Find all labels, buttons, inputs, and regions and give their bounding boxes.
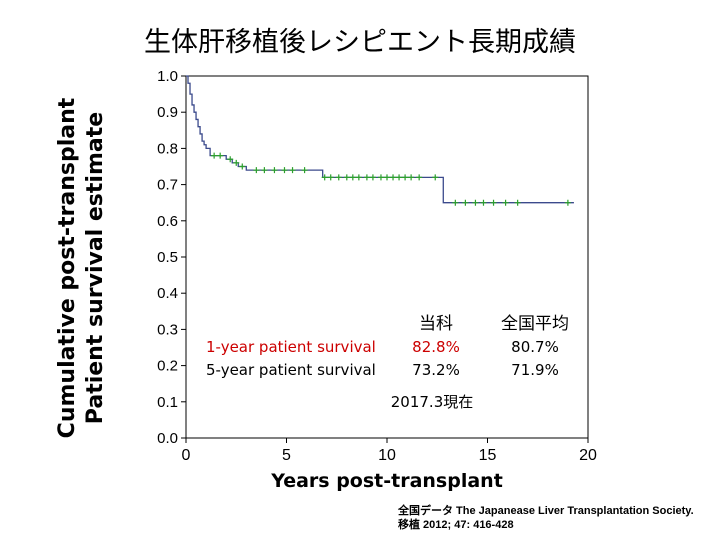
censor-mark [384,174,390,181]
censor-marks [211,152,571,206]
censor-mark [408,174,415,181]
y-tick-label-4: 0.4 [157,285,178,302]
table-value-1-0: 73.2% [412,361,460,379]
censor-mark [261,167,268,174]
y-tick-label-7: 0.7 [157,177,178,194]
survival-step-line [186,75,574,204]
survival-table: 当科 全国平均 1-year patient survival 82.8% 80.7% 5… [206,314,569,411]
y-tick-label-1: 0.1 [157,394,178,411]
censor-mark [490,199,497,206]
censor-mark [390,174,397,181]
x-tick-label-2: 10 [378,447,396,464]
censor-mark [343,174,350,181]
censor-mark [301,167,308,174]
x-tick-label-1: 5 [282,447,291,464]
censor-mark [396,174,403,181]
censor-mark [472,199,479,206]
censor-mark [377,174,384,181]
axes: 0.0 0.1 0.2 0.3 0.4 0.5 0.6 0.7 0.8 0.9 1.0 0 5 10 15 2… [157,68,597,464]
censor-mark [462,199,469,206]
y-axis-label-line-2: Patient survival estimate [83,111,108,425]
y-axis-label-line-1: Cumulative post-transplant [55,97,80,439]
survival-curve [186,75,574,204]
censor-mark [211,152,218,159]
table-header-1: 全国平均 [501,314,569,334]
y-tick-label-9: 0.9 [157,104,178,121]
table-value-1-1: 71.9% [511,361,559,379]
footer-line-2: 移植 2012; 47: 416-428 [398,519,514,531]
x-axis-label: Years post-transplant [271,470,503,492]
censor-mark [416,174,423,181]
censor-mark [281,167,288,174]
censor-mark [564,199,571,206]
y-axis-label: Cumulative post-transplant Patient survi… [54,98,110,439]
censor-mark [363,174,370,181]
x-tick-label-4: 20 [579,447,597,464]
censor-mark [432,174,439,181]
table-note: 2017.3現在 [391,393,474,411]
censor-mark [335,174,342,181]
table-row-label-1: 5-year patient survival [206,361,376,379]
censor-mark [327,174,334,181]
censor-mark [253,167,260,174]
censor-mark [514,199,521,206]
table-value-0-0: 82.8% [412,338,460,356]
x-tick-label-0: 0 [182,447,191,464]
censor-mark [321,174,328,181]
table-row-label-0: 1-year patient survival [206,338,376,356]
table-header-0: 当科 [419,314,453,334]
censor-mark [239,163,246,170]
censor-mark [289,167,296,174]
censor-mark [271,167,278,174]
chart-title: 生体肝移植後レシピエント長期成績 [144,27,576,58]
footer-citation: 全国データ The Japanease Liver Transplantatio… [398,504,694,532]
plot-frame [185,75,589,439]
y-tick-label-2: 0.2 [157,358,178,375]
censor-mark [502,199,509,206]
footer-line-1: 全国データ The Japanease Liver Transplantatio… [398,505,694,517]
censor-mark [402,174,409,181]
y-tick-label-8: 0.8 [157,140,178,157]
x-tick-label-3: 15 [479,447,497,464]
table-value-0-1: 80.7% [511,338,559,356]
censor-mark [369,174,376,181]
censor-mark [355,174,362,181]
y-tick-label-5: 0.5 [157,249,178,266]
censor-mark [227,156,234,163]
censor-mark [349,174,356,181]
censor-mark [480,199,487,206]
y-tick-label-10: 1.0 [157,68,178,85]
censor-mark [217,152,224,159]
censor-mark [233,159,240,166]
censor-mark [452,199,459,206]
y-tick-label-3: 0.3 [157,321,178,338]
y-tick-label-6: 0.6 [157,213,178,230]
y-tick-label-0: 0.0 [157,430,178,447]
